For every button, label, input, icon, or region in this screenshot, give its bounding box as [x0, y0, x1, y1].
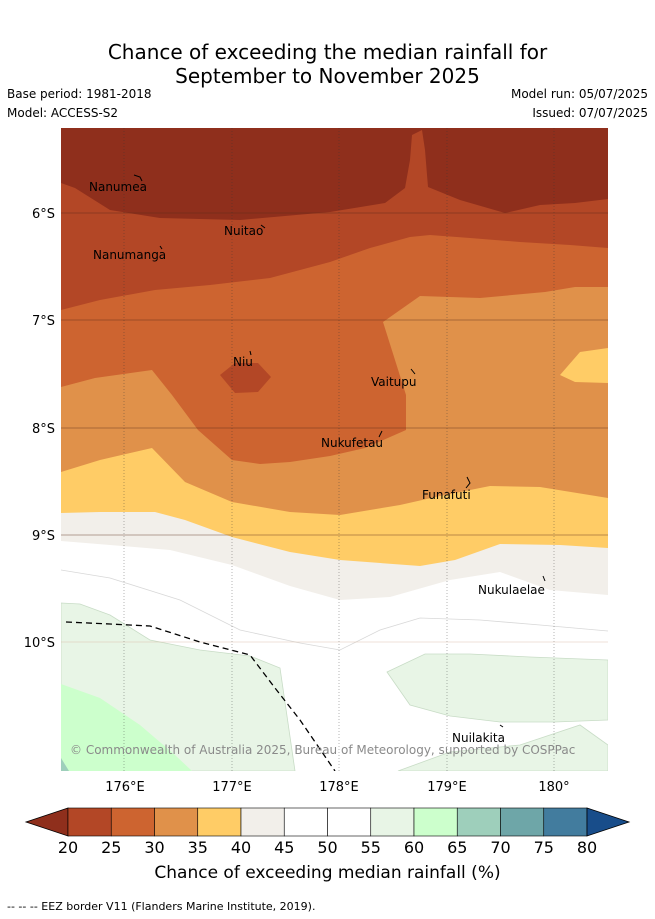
model-name: Model: ACCESS-S2 [7, 106, 119, 120]
band-25-30-niu [220, 363, 271, 393]
colorbar-segment [370, 807, 415, 837]
place-labels: Nanumea Nuitao Nanumanga Niu Vaitupu Nuk… [89, 180, 545, 745]
lat-label: 10°S [24, 636, 55, 651]
colorbar-tick-label: 35 [188, 838, 208, 857]
band-65-70 [61, 758, 69, 771]
colorbar-label: Chance of exceeding median rainfall (%) [154, 863, 501, 883]
band-55-60-southeast [397, 724, 608, 771]
title-line-2: September to November 2025 [175, 64, 480, 88]
footnote: -- -- -- EEZ border V11 (Flanders Marine… [7, 900, 316, 913]
map-title: Chance of exceeding the median rainfall … [0, 40, 655, 88]
colorbar-tick-label: 70 [490, 838, 510, 857]
base-period: Base period: 1981-2018 [7, 87, 152, 101]
lat-label: 7°S [32, 314, 55, 329]
colorbar-segment [327, 807, 372, 837]
colorbar-tick-label: 60 [404, 838, 424, 857]
title-line-1: Chance of exceeding the median rainfall … [107, 40, 548, 64]
place-label: Niu [233, 355, 253, 369]
colorbar-segment [240, 807, 285, 837]
colorbar-segment [197, 807, 242, 837]
colorbar-segment [543, 807, 588, 837]
issued-date: Issued: 07/07/2025 [532, 106, 648, 120]
place-label: Funafuti [422, 488, 471, 502]
place-label: Nukufetau [321, 436, 383, 450]
colorbar-segment [456, 807, 501, 837]
lat-label: 8°S [32, 422, 55, 437]
band-60-65 [61, 684, 192, 771]
band-40-45-east [560, 348, 608, 383]
grid [123, 128, 555, 771]
colorbar-segment [154, 807, 199, 837]
lon-label: 178°E [319, 780, 359, 795]
colorbar-tick-label: 30 [144, 838, 164, 857]
colorbar-segment [283, 807, 328, 837]
colorbar: 20 25 30 35 40 45 50 55 60 65 70 75 80 [24, 807, 631, 857]
colorbar-extend-high [586, 807, 631, 837]
colorbar-tick-label: 40 [231, 838, 251, 857]
place-label: Vaitupu [371, 375, 417, 389]
lat-label: 9°S [32, 529, 55, 544]
eez-border [65, 621, 336, 771]
place-label: Nanumea [89, 180, 147, 194]
contour-55 [61, 569, 608, 651]
copyright-text: © Commonwealth of Australia 2025, Bureau… [70, 743, 575, 757]
lon-label: 180° [538, 780, 569, 795]
colorbar-segment [500, 807, 545, 837]
colorbar-segment [110, 807, 155, 837]
colorbar-extend-low [24, 807, 69, 837]
lon-label: 176°E [105, 780, 145, 795]
colorbar-tick-label: 25 [101, 838, 121, 857]
model-run: Model run: 05/07/2025 [510, 87, 648, 101]
colorbar-tick-label: 50 [317, 838, 337, 857]
islands [133, 174, 546, 728]
place-label: Nuilakita [452, 731, 505, 745]
lat-label: 6°S [32, 207, 55, 222]
colorbar-segment [413, 807, 458, 837]
colorbar-segment [67, 807, 112, 837]
colorbar-tick-label: 45 [274, 838, 294, 857]
colorbar-tick-label: 75 [534, 838, 554, 857]
colorbar-tick-label: 20 [58, 838, 78, 857]
lon-label: 177°E [212, 780, 252, 795]
colorbar-tick-label: 55 [361, 838, 381, 857]
place-label: Nanumanga [93, 248, 166, 262]
lon-label: 179°E [427, 780, 467, 795]
place-label: Nuitao [224, 224, 263, 238]
colorbar-tick-label: 65 [447, 838, 467, 857]
band-55-60-east [386, 653, 608, 723]
colorbar-tick-label: 80 [577, 838, 597, 857]
place-label: Nukulaelae [478, 583, 545, 597]
map-plot-area [61, 128, 608, 771]
